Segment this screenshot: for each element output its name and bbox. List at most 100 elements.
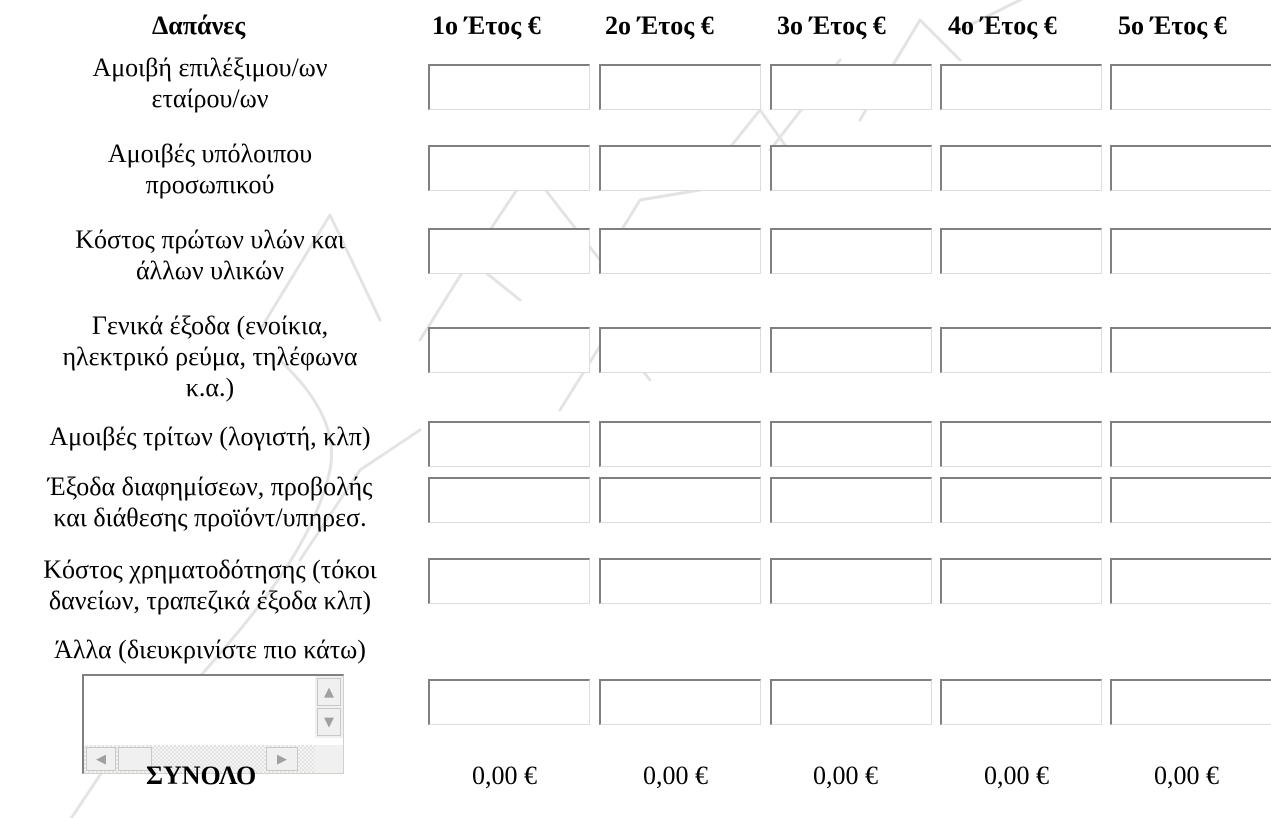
amount-field-row-6-year-4[interactable]	[940, 477, 1102, 523]
amount-field-row-3-year-2[interactable]	[599, 228, 761, 274]
amount-field-row-1-year-1[interactable]	[428, 64, 590, 110]
amount-field-row-1-year-4[interactable]	[940, 64, 1102, 110]
amount-field-row-4-year-4[interactable]	[940, 327, 1102, 373]
other-description-input[interactable]	[84, 676, 314, 740]
amount-input[interactable]	[430, 329, 589, 372]
amount-field-row-4-year-1[interactable]	[428, 327, 590, 373]
amount-field-row-6-year-2[interactable]	[599, 477, 761, 523]
row-label-partner-fees: Αμοιβή επιλέξιμου/ων εταίρου/ων	[92, 53, 328, 113]
scroll-left-arrow-icon[interactable]: ◀	[86, 747, 116, 771]
amount-input[interactable]	[942, 147, 1101, 190]
amount-input[interactable]	[1112, 423, 1271, 466]
amount-input[interactable]	[1112, 147, 1271, 190]
amount-input[interactable]	[772, 560, 931, 603]
amount-field-row-7-year-2[interactable]	[599, 558, 761, 604]
amount-field-row-8-year-3[interactable]	[770, 679, 932, 725]
amount-input[interactable]	[601, 479, 760, 522]
amount-field-row-2-year-4[interactable]	[940, 145, 1102, 191]
amount-field-row-6-year-1[interactable]	[428, 477, 590, 523]
amount-input[interactable]	[772, 66, 931, 109]
amount-input[interactable]	[1112, 560, 1271, 603]
amount-input[interactable]	[430, 479, 589, 522]
amount-field-row-4-year-3[interactable]	[770, 327, 932, 373]
other-description-textarea[interactable]: ▲ ▼ ◀ ▶	[82, 674, 344, 774]
amount-input[interactable]	[601, 147, 760, 190]
amount-input[interactable]	[772, 147, 931, 190]
amount-field-row-8-year-4[interactable]	[940, 679, 1102, 725]
row-label-raw-materials: Κόστος πρώτων υλών και άλλων υλικών	[75, 225, 345, 285]
amount-field-row-5-year-2[interactable]	[599, 421, 761, 467]
amount-field-row-8-year-2[interactable]	[599, 679, 761, 725]
amount-field-row-6-year-3[interactable]	[770, 477, 932, 523]
amount-field-row-6-year-5[interactable]	[1110, 477, 1271, 523]
amount-input[interactable]	[942, 66, 1101, 109]
amount-input[interactable]	[942, 681, 1101, 724]
vertical-scrollbar[interactable]: ▲ ▼	[315, 676, 343, 738]
scrollbar-corner	[315, 745, 343, 773]
scroll-right-arrow-icon[interactable]: ▶	[266, 747, 298, 771]
amount-input[interactable]	[942, 230, 1101, 273]
amount-input[interactable]	[601, 560, 760, 603]
amount-input[interactable]	[430, 147, 589, 190]
amount-field-row-7-year-4[interactable]	[940, 558, 1102, 604]
amount-input[interactable]	[601, 329, 760, 372]
amount-field-row-7-year-3[interactable]	[770, 558, 932, 604]
amount-field-row-4-year-5[interactable]	[1110, 327, 1271, 373]
amount-field-row-1-year-3[interactable]	[770, 64, 932, 110]
amount-field-row-3-year-5[interactable]	[1110, 228, 1271, 274]
amount-input[interactable]	[942, 560, 1101, 603]
amount-field-row-1-year-5[interactable]	[1110, 64, 1271, 110]
row-label-general-expenses: Γενικά έξοδα (ενοίκια, ηλεκτρικό ρεύμα, …	[62, 311, 358, 402]
horizontal-scroll-thumb[interactable]	[118, 747, 152, 771]
amount-field-row-5-year-4[interactable]	[940, 421, 1102, 467]
amount-input[interactable]	[1112, 329, 1271, 372]
amount-field-row-5-year-5[interactable]	[1110, 421, 1271, 467]
total-year-2: 0,00 €	[643, 761, 708, 790]
amount-input[interactable]	[942, 423, 1101, 466]
amount-field-row-3-year-1[interactable]	[428, 228, 590, 274]
amount-input[interactable]	[430, 66, 589, 109]
amount-input[interactable]	[772, 479, 931, 522]
scroll-up-arrow-icon[interactable]: ▲	[317, 678, 341, 706]
amount-field-row-2-year-3[interactable]	[770, 145, 932, 191]
total-year-5: 0,00 €	[1154, 761, 1219, 790]
row-label-financing-cost: Κόστος χρηματοδότησης (τόκοι δανείων, τρ…	[43, 555, 377, 615]
amount-input[interactable]	[430, 681, 589, 724]
amount-field-row-2-year-1[interactable]	[428, 145, 590, 191]
amount-field-row-3-year-4[interactable]	[940, 228, 1102, 274]
total-year-1: 0,00 €	[472, 761, 537, 790]
amount-input[interactable]	[601, 423, 760, 466]
year-2-header: 2ο Έτος €	[605, 11, 714, 40]
amount-field-row-4-year-2[interactable]	[599, 327, 761, 373]
amount-input[interactable]	[1112, 230, 1271, 273]
amount-input[interactable]	[430, 560, 589, 603]
amount-input[interactable]	[772, 329, 931, 372]
scroll-down-arrow-icon[interactable]: ▼	[317, 708, 341, 736]
amount-field-row-3-year-3[interactable]	[770, 228, 932, 274]
amount-input[interactable]	[1112, 66, 1271, 109]
amount-input[interactable]	[430, 230, 589, 273]
amount-input[interactable]	[772, 681, 931, 724]
amount-field-row-8-year-5[interactable]	[1110, 679, 1271, 725]
amount-input[interactable]	[1112, 479, 1271, 522]
year-4-header: 4ο Έτος €	[948, 11, 1057, 40]
amount-input[interactable]	[942, 479, 1101, 522]
amount-field-row-1-year-2[interactable]	[599, 64, 761, 110]
horizontal-scrollbar[interactable]: ◀ ▶	[84, 745, 316, 773]
amount-field-row-5-year-1[interactable]	[428, 421, 590, 467]
amount-input[interactable]	[601, 681, 760, 724]
amount-input[interactable]	[772, 423, 931, 466]
amount-input[interactable]	[430, 423, 589, 466]
total-label: ΣΥΝΟΛΟ	[146, 761, 257, 790]
amount-field-row-2-year-2[interactable]	[599, 145, 761, 191]
amount-field-row-8-year-1[interactable]	[428, 679, 590, 725]
amount-input[interactable]	[601, 230, 760, 273]
amount-field-row-2-year-5[interactable]	[1110, 145, 1271, 191]
amount-input[interactable]	[601, 66, 760, 109]
amount-input[interactable]	[942, 329, 1101, 372]
amount-input[interactable]	[1112, 681, 1271, 724]
amount-field-row-7-year-5[interactable]	[1110, 558, 1271, 604]
amount-field-row-7-year-1[interactable]	[428, 558, 590, 604]
amount-field-row-5-year-3[interactable]	[770, 421, 932, 467]
amount-input[interactable]	[772, 230, 931, 273]
